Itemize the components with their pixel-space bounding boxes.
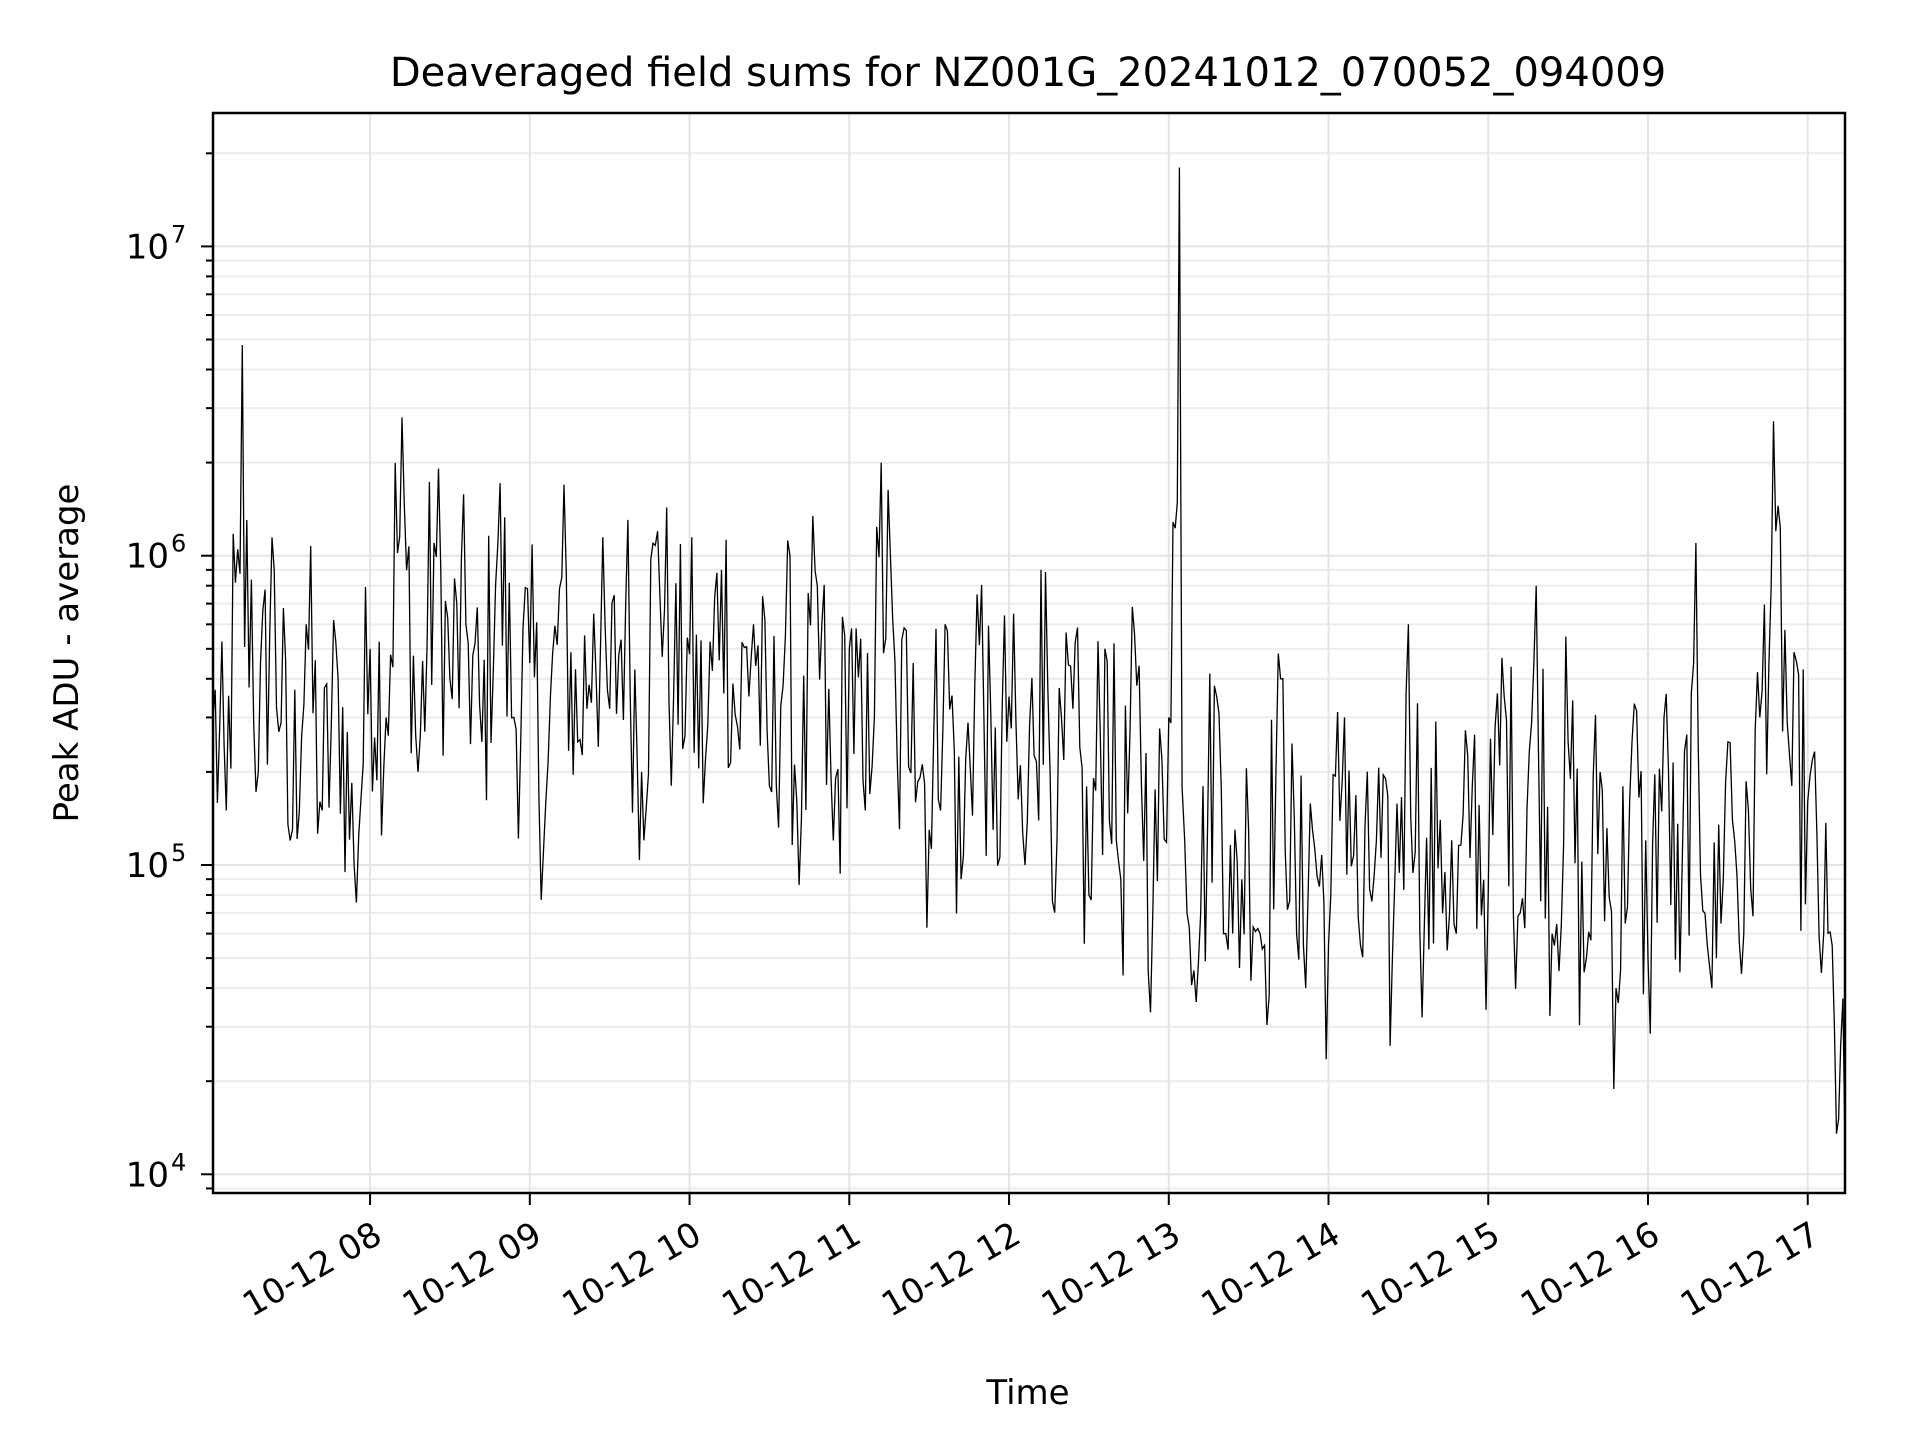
y-tick-label: 10 [126, 1155, 169, 1195]
x-tick-label: 10-12 16 [1514, 1214, 1666, 1325]
y-tick-label: 10 [126, 227, 169, 267]
y-tick-label: 10 [126, 846, 169, 886]
x-tick-label: 10-12 11 [715, 1214, 867, 1325]
x-tick-label: 10-12 09 [396, 1214, 548, 1325]
x-tick-label: 10-12 10 [556, 1214, 708, 1325]
x-axis-label: Time [985, 1373, 1069, 1413]
plot-frame [211, 111, 1847, 1195]
y-tick-exponent: 7 [171, 220, 186, 248]
y-tick-exponent: 4 [171, 1148, 186, 1176]
series-line-peak-adu [213, 167, 1845, 1150]
x-tick-label: 10-12 15 [1354, 1214, 1506, 1325]
chart-title: Deaveraged field sums for NZ001G_2024101… [390, 50, 1666, 96]
x-tick-label: 10-12 13 [1035, 1214, 1187, 1325]
x-axis: 10-12 08 10-12 09 10-12 10 10-12 11 10-12 12… [236, 1193, 1826, 1325]
x-tick-label: 10-12 12 [875, 1214, 1027, 1325]
x-tick-label: 10-12 08 [236, 1214, 388, 1325]
y-tick-exponent: 5 [171, 839, 186, 867]
x-tick-label: 10-12 17 [1674, 1214, 1826, 1325]
y-axis-label: Peak ADU - average [47, 484, 87, 823]
x-tick-label: 10-12 14 [1195, 1214, 1347, 1325]
y-tick-exponent: 6 [171, 530, 186, 558]
y-tick-label: 10 [126, 537, 169, 577]
plot-area [213, 167, 1845, 1150]
